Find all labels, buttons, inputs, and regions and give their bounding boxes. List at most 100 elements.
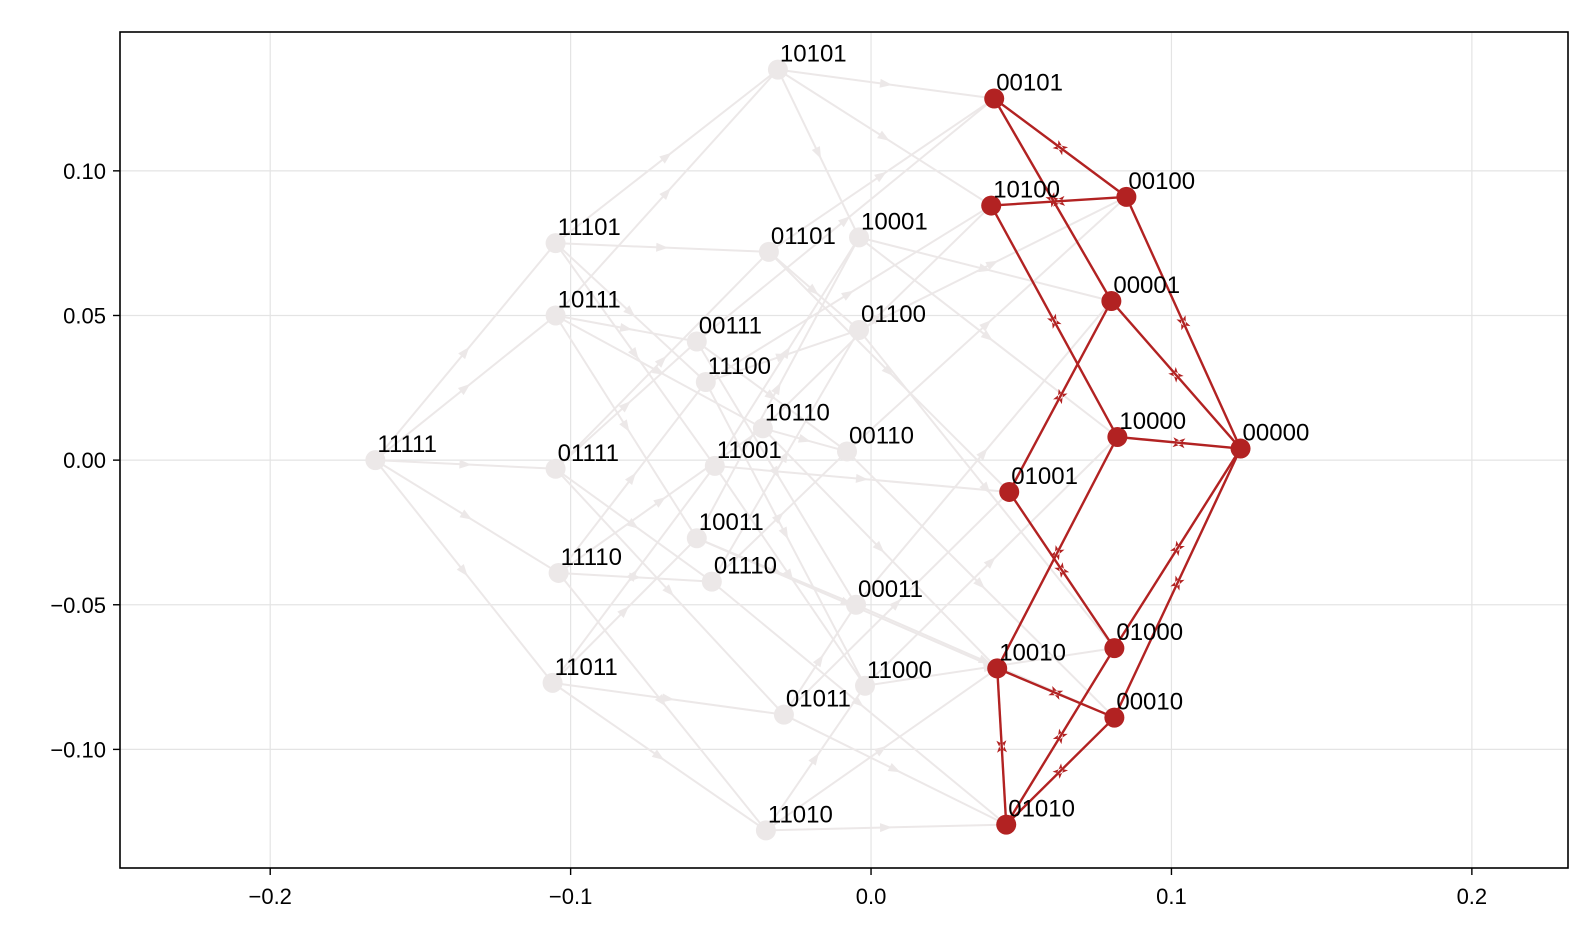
grid-lines bbox=[120, 32, 1568, 868]
edge-00101-00001 bbox=[993, 97, 1113, 302]
node-11010 bbox=[755, 820, 776, 841]
edge-arrow bbox=[977, 654, 991, 664]
edge-arrow bbox=[874, 745, 887, 757]
x-tick-label: −0.2 bbox=[248, 884, 291, 909]
edge-arrow bbox=[458, 347, 470, 360]
node-label: 11010 bbox=[768, 801, 833, 828]
node-01011 bbox=[773, 704, 794, 725]
node-00111 bbox=[686, 331, 707, 352]
node-label: 00001 bbox=[1113, 272, 1180, 299]
x-tick-label: 0.1 bbox=[1156, 884, 1187, 909]
edge-arrow bbox=[979, 320, 992, 332]
edge-arrow bbox=[877, 130, 890, 141]
edge-arrow bbox=[651, 749, 665, 761]
node-label: 11011 bbox=[555, 654, 618, 681]
node-11001 bbox=[704, 455, 725, 476]
edge-arrow bbox=[973, 577, 985, 589]
node-01010 bbox=[996, 814, 1017, 835]
edge-10000-00000 bbox=[1117, 435, 1241, 450]
edge-arrow bbox=[653, 497, 666, 508]
faded-nodes bbox=[365, 59, 876, 841]
node-label: 01110 bbox=[714, 553, 777, 580]
y-tick-label: −0.05 bbox=[50, 593, 106, 618]
edge-arrow bbox=[628, 347, 639, 360]
node-label: 01111 bbox=[558, 440, 619, 467]
edge-arrow bbox=[459, 459, 472, 469]
edge-arrow bbox=[879, 78, 893, 88]
edge-arrow bbox=[855, 473, 869, 483]
node-01111 bbox=[545, 458, 566, 479]
edge-arrow bbox=[976, 448, 988, 461]
edge-marker bbox=[1172, 437, 1186, 449]
edge-10000-10010 bbox=[996, 436, 1119, 669]
node-10011 bbox=[686, 528, 707, 549]
node-label: 10001 bbox=[861, 208, 928, 235]
edge-10010-00010 bbox=[996, 667, 1115, 719]
edge-arrow bbox=[841, 290, 854, 301]
x-tick-label: 0.2 bbox=[1457, 884, 1488, 909]
edge-01001-01000 bbox=[1008, 491, 1116, 649]
edge-arrow bbox=[626, 569, 638, 582]
x-tick-label: 0.0 bbox=[856, 884, 887, 909]
edge-10010-01010 bbox=[996, 668, 1008, 825]
highlighted-edges bbox=[990, 97, 1242, 826]
edge-arrow bbox=[985, 260, 999, 271]
node-10111 bbox=[545, 305, 566, 326]
node-01100 bbox=[849, 319, 870, 340]
edge-arrow bbox=[778, 526, 789, 540]
edge-00001-00000 bbox=[1110, 300, 1242, 450]
node-label: 11110 bbox=[561, 544, 622, 571]
node-label: 11100 bbox=[708, 353, 771, 380]
node-label: 10110 bbox=[765, 399, 830, 426]
node-00001 bbox=[1101, 291, 1122, 312]
node-label: 01001 bbox=[1011, 463, 1078, 490]
edge-arrow bbox=[626, 518, 639, 529]
edge-arrow bbox=[623, 305, 636, 317]
edge-marker bbox=[996, 740, 1008, 753]
edge-arrow bbox=[889, 599, 901, 611]
axis-ticks: −0.2 −0.1 0.0 0.1 0.2 −0.10 −0.05 0.00 0.05 0.10 bbox=[50, 159, 1487, 909]
node-label: 11101 bbox=[558, 214, 621, 241]
edge-marker bbox=[1168, 366, 1184, 383]
node-11100 bbox=[695, 372, 716, 393]
edge-arrow bbox=[618, 401, 631, 413]
edge-arrow bbox=[457, 384, 471, 396]
node-01110 bbox=[701, 571, 722, 592]
edge-marker bbox=[1052, 728, 1068, 745]
y-tick-label: −0.10 bbox=[50, 737, 106, 762]
edge-marker bbox=[1045, 192, 1061, 208]
node-label: 10101 bbox=[780, 41, 847, 68]
edge-arrow bbox=[654, 356, 667, 368]
edge-arrow bbox=[656, 242, 669, 252]
edge-arrow bbox=[881, 364, 894, 377]
edge-marker bbox=[1176, 315, 1191, 331]
edge-arrow bbox=[619, 322, 633, 332]
edge-arrow bbox=[811, 146, 822, 159]
node-label: 10000 bbox=[1119, 408, 1186, 435]
y-tick-label: 0.00 bbox=[63, 448, 106, 473]
edge-00101-00100 bbox=[993, 97, 1128, 198]
edge-marker bbox=[1053, 388, 1068, 405]
edge-arrow bbox=[872, 540, 885, 553]
node-11101 bbox=[545, 233, 566, 254]
node-label: 10010 bbox=[999, 639, 1066, 666]
node-label: 01010 bbox=[1008, 796, 1075, 823]
edge-10100-00100 bbox=[991, 195, 1127, 207]
edge-arrow bbox=[874, 171, 887, 183]
highlighted-nodes bbox=[981, 88, 1251, 835]
edge-arrow bbox=[983, 557, 996, 569]
edge-arrow bbox=[771, 382, 781, 396]
edge-00010-01010 bbox=[1005, 716, 1116, 826]
node-label: 01011 bbox=[786, 686, 851, 713]
edge-marker bbox=[1052, 763, 1069, 779]
faded-edges bbox=[374, 68, 1128, 833]
edge-arrow bbox=[619, 419, 630, 432]
edge-00001-01001 bbox=[1008, 300, 1113, 493]
node-label: 00010 bbox=[1116, 689, 1183, 716]
node-11110 bbox=[548, 562, 569, 583]
edge-arrow bbox=[806, 283, 819, 295]
node-label: 10100 bbox=[993, 177, 1060, 204]
y-tick-label: 0.10 bbox=[63, 159, 106, 184]
node-label: 01000 bbox=[1116, 619, 1183, 646]
x-tick-label: −0.1 bbox=[549, 884, 592, 909]
